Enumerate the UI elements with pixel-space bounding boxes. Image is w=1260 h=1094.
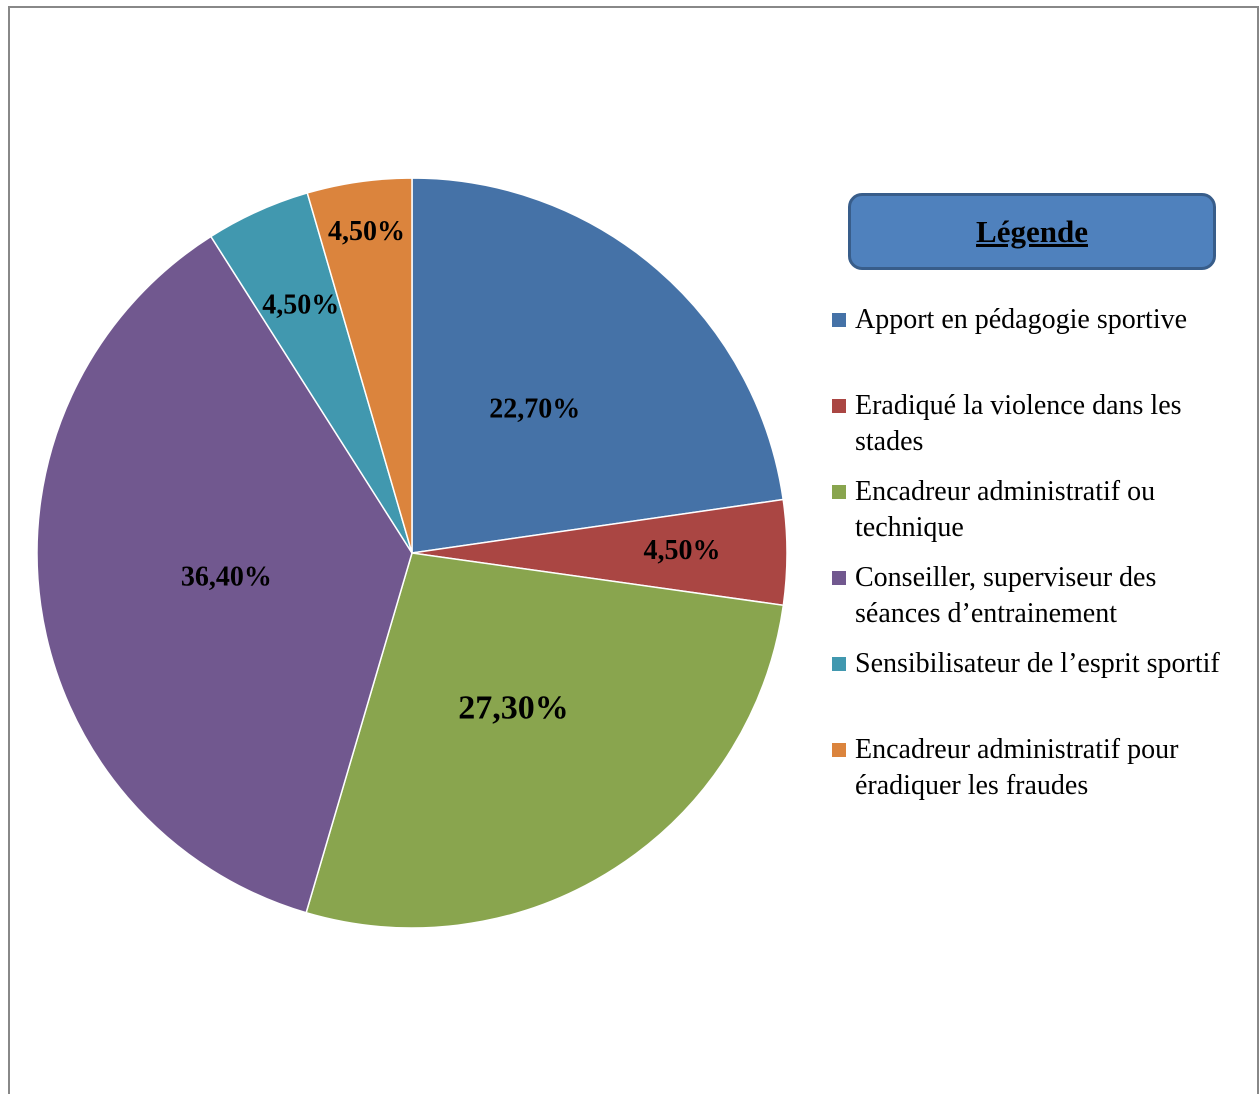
legend-swatch — [832, 399, 846, 413]
legend-swatch — [832, 485, 846, 499]
legend-label: Encadreur administratif ou technique — [855, 476, 1156, 543]
pie-slice — [411, 177, 785, 554]
legend-entry: Conseiller, superviseur des séances d’en… — [832, 560, 1232, 632]
legend-swatch — [832, 743, 846, 757]
legend-swatch — [832, 313, 846, 327]
legend-label: Encadreur administratif pour éradiquer l… — [855, 734, 1179, 801]
legend-entry: Encadreur administratif ou technique — [832, 474, 1232, 546]
pie-slice — [306, 177, 413, 554]
data-label: 36,40% — [181, 562, 272, 593]
legend-entry: Encadreur administratif pour éradiquer l… — [832, 732, 1232, 804]
legend-swatch — [832, 571, 846, 585]
legend-label: Conseiller, superviseur des séances d’en… — [855, 562, 1157, 629]
legend-label: Eradiqué la violence dans les stades — [855, 390, 1182, 457]
legend-entry: Eradiqué la violence dans les stades — [832, 388, 1232, 460]
data-label: 22,70% — [489, 394, 580, 425]
legend-entry: Sensibilisateur de l’esprit sportif — [832, 646, 1232, 682]
legend-label: Sensibilisateur de l’esprit sportif — [855, 648, 1220, 679]
frame — [8, 6, 1259, 1094]
data-label: 27,30% — [458, 689, 569, 726]
legend-title: Légende — [848, 193, 1216, 270]
data-label: 4,50% — [328, 216, 405, 247]
legend-label: Apport en pédagogie sportive — [855, 304, 1188, 335]
legend-entry: Apport en pédagogie sportive — [832, 302, 1232, 338]
data-label: 4,50% — [262, 289, 339, 320]
data-label: 4,50% — [643, 535, 720, 566]
legend-swatch — [832, 657, 846, 671]
pie-slice — [305, 552, 785, 929]
